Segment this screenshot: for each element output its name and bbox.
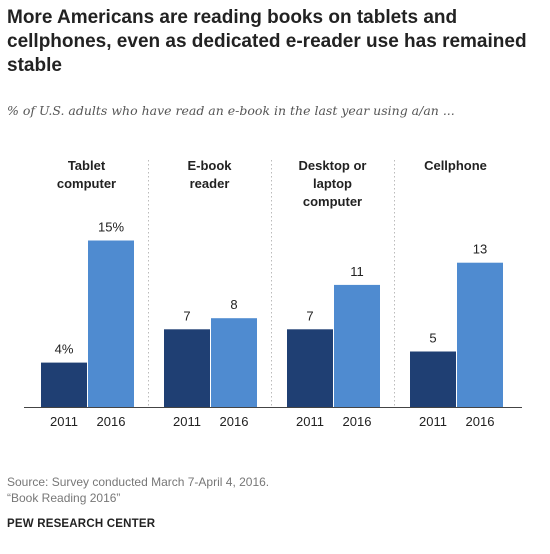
group-label: E-book reader: [187, 158, 232, 191]
group-label-line: Tablet: [68, 158, 106, 173]
bar-value-label: 11: [350, 264, 364, 279]
bar: [287, 329, 333, 407]
group-label-line: E-book: [187, 158, 232, 173]
chart-title: More Americans are reading books on tabl…: [7, 7, 527, 76]
group-label-line: Desktop or: [299, 158, 367, 173]
group-label-line: Cellphone: [424, 158, 487, 173]
category-label: 2016: [220, 414, 249, 429]
group-label-line: computer: [303, 194, 362, 209]
bar: [457, 262, 503, 407]
source-note: Source: Survey conducted March 7-April 4…: [7, 475, 270, 489]
bar-value-label: 4%: [55, 342, 74, 357]
bar-value-label: 8: [230, 297, 237, 312]
chart-subtitle: % of U.S. adults who have read an e-book…: [7, 103, 455, 118]
category-label: 2011: [296, 414, 324, 429]
brand-label: PEW RESEARCH CENTER: [7, 518, 156, 530]
group-label-line: computer: [57, 176, 116, 191]
bar: [41, 362, 87, 407]
category-label: 2016: [466, 414, 495, 429]
category-label: 2011: [173, 414, 201, 429]
bar-value-label: 15%: [98, 220, 124, 235]
bar-value-label: 7: [183, 308, 190, 323]
bar-value-label: 13: [473, 242, 487, 257]
category-label: 2016: [343, 414, 372, 429]
bar: [211, 318, 257, 407]
bar: [410, 351, 456, 407]
group-label-line: laptop: [313, 176, 352, 191]
category-label: 2011: [419, 414, 447, 429]
category-label: 2011: [50, 414, 78, 429]
group-label: Tablet computer: [57, 158, 116, 191]
group-label: Desktop or laptop computer: [299, 158, 367, 209]
bar-value-label: 5: [429, 331, 436, 346]
group-label: Cellphone: [424, 158, 487, 173]
report-name: “Book Reading 2016”: [7, 491, 121, 505]
bar: [164, 329, 210, 407]
bar: [88, 240, 134, 407]
category-label: 2016: [97, 414, 126, 429]
bar: [334, 284, 380, 407]
group-label-line: reader: [190, 176, 230, 191]
bar-value-label: 7: [306, 308, 313, 323]
